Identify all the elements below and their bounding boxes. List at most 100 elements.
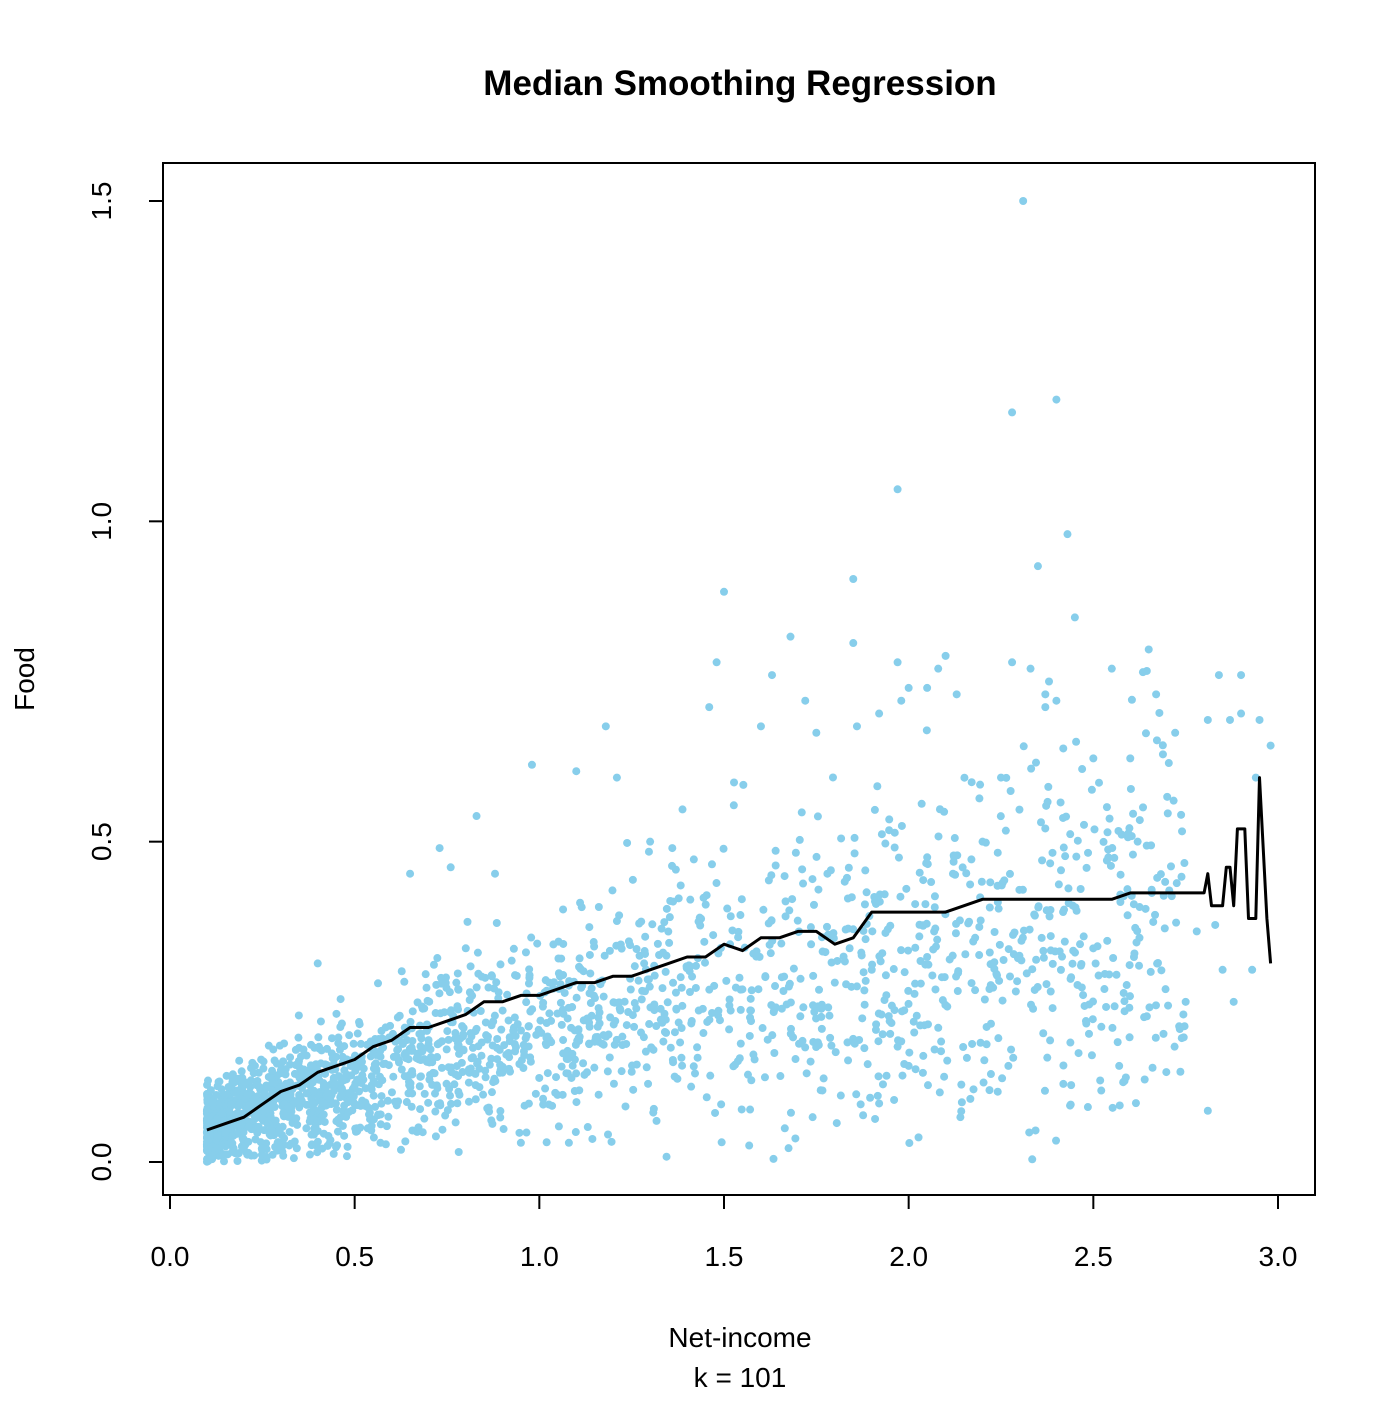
scatter-point [998, 878, 1007, 887]
scatter-point [890, 828, 899, 837]
scatter-point [528, 1005, 537, 1014]
scatter-point [408, 1089, 417, 1098]
scatter-point [579, 967, 588, 976]
scatter-point [781, 912, 790, 921]
scatter-point [471, 1095, 480, 1104]
scatter-point [1237, 671, 1246, 680]
scatter-point [1069, 946, 1078, 955]
scatter-point [381, 1140, 390, 1149]
scatter-point [784, 1144, 793, 1153]
scatter-point [659, 1037, 668, 1046]
scatter-point [673, 1074, 682, 1083]
scatter-point [919, 921, 928, 930]
scatter-point [579, 1059, 588, 1068]
scatter-point [459, 1045, 468, 1054]
scatter-point [257, 1144, 266, 1153]
scatter-point [1090, 825, 1099, 834]
scatter-point [919, 876, 928, 885]
y-axis: 0.0 0.5 1.0 1.5 [86, 182, 164, 1181]
scatter-point [1078, 765, 1087, 774]
scatter-point [994, 904, 1003, 913]
scatter-point [245, 1101, 254, 1110]
scatter-point [393, 1046, 402, 1055]
scatter-point [986, 1070, 995, 1079]
scatter-point [975, 951, 984, 960]
scatter-point [745, 1031, 754, 1040]
scatter-point [1025, 1128, 1034, 1137]
scatter-point [446, 1091, 455, 1100]
scatter-point [771, 982, 780, 991]
scatter-point [719, 844, 728, 853]
scatter-point [504, 1049, 513, 1058]
scatter-point [626, 985, 635, 994]
scatter-point [421, 970, 430, 979]
scatter-point [1052, 696, 1061, 705]
x-tick-label: 2.0 [889, 1241, 928, 1272]
scatter-point [1159, 1029, 1168, 1038]
scatter-point [645, 982, 654, 991]
scatter-point [975, 794, 984, 803]
scatter-point [951, 870, 960, 879]
scatter-point [1229, 997, 1238, 1006]
scatter-point [1218, 965, 1227, 974]
scatter-point [809, 1001, 818, 1010]
scatter-point [860, 986, 869, 995]
scatter-point [641, 1047, 650, 1056]
scatter-point [270, 1103, 279, 1112]
scatter-point [915, 932, 924, 941]
scatter-point [406, 869, 415, 878]
scatter-point [1043, 797, 1052, 806]
scatter-point [557, 1020, 566, 1029]
scatter-point [307, 1141, 316, 1150]
scatter-point [1059, 1079, 1068, 1088]
scatter-point [585, 1018, 594, 1027]
scatter-point [993, 1087, 1002, 1096]
scatter-point [1178, 827, 1187, 836]
scatter-point [1007, 1045, 1016, 1054]
scatter-point [447, 1063, 456, 1072]
scatter-point [964, 919, 973, 928]
scatter-point [785, 906, 794, 915]
scatter-point [829, 929, 838, 938]
scatter-point [1108, 844, 1117, 853]
scatter-point [1041, 703, 1050, 712]
scatter-point [843, 1038, 852, 1047]
scatter-point [924, 960, 933, 969]
scatter-point [507, 956, 516, 965]
scatter-point [845, 944, 854, 953]
scatter-point [522, 998, 531, 1007]
scatter-point [671, 988, 680, 997]
scatter-point [807, 940, 816, 949]
scatter-point [519, 1040, 528, 1049]
scatter-point [433, 1040, 442, 1049]
scatter-point [771, 846, 780, 855]
scatter-point [849, 1034, 858, 1043]
scatter-point [319, 1129, 328, 1138]
scatter-point [599, 1040, 608, 1049]
scatter-point [605, 1053, 614, 1062]
scatter-point [902, 884, 911, 893]
scatter-point [1177, 872, 1186, 881]
scatter-point [585, 923, 594, 932]
scatter-point [923, 952, 932, 961]
scatter-point [1001, 826, 1010, 835]
scatter-point [950, 834, 959, 843]
scatter-point [1095, 778, 1104, 787]
scatter-point [985, 1086, 994, 1095]
scatter-point [212, 1091, 221, 1100]
scatter-point [830, 978, 839, 987]
scatter-point [1179, 1010, 1188, 1019]
scatter-point [616, 1006, 625, 1015]
scatter-point [531, 1089, 540, 1098]
scatter-point [920, 1021, 929, 1030]
scatter-point [1133, 927, 1142, 936]
scatter-point [539, 1094, 548, 1103]
scatter-point [1146, 967, 1155, 976]
scatter-point [422, 983, 431, 992]
scatter-point [572, 1069, 581, 1078]
scatter-point [1162, 1068, 1171, 1077]
scatter-point [1102, 1002, 1111, 1011]
scatter-point [935, 1088, 944, 1097]
scatter-point [1089, 997, 1098, 1006]
